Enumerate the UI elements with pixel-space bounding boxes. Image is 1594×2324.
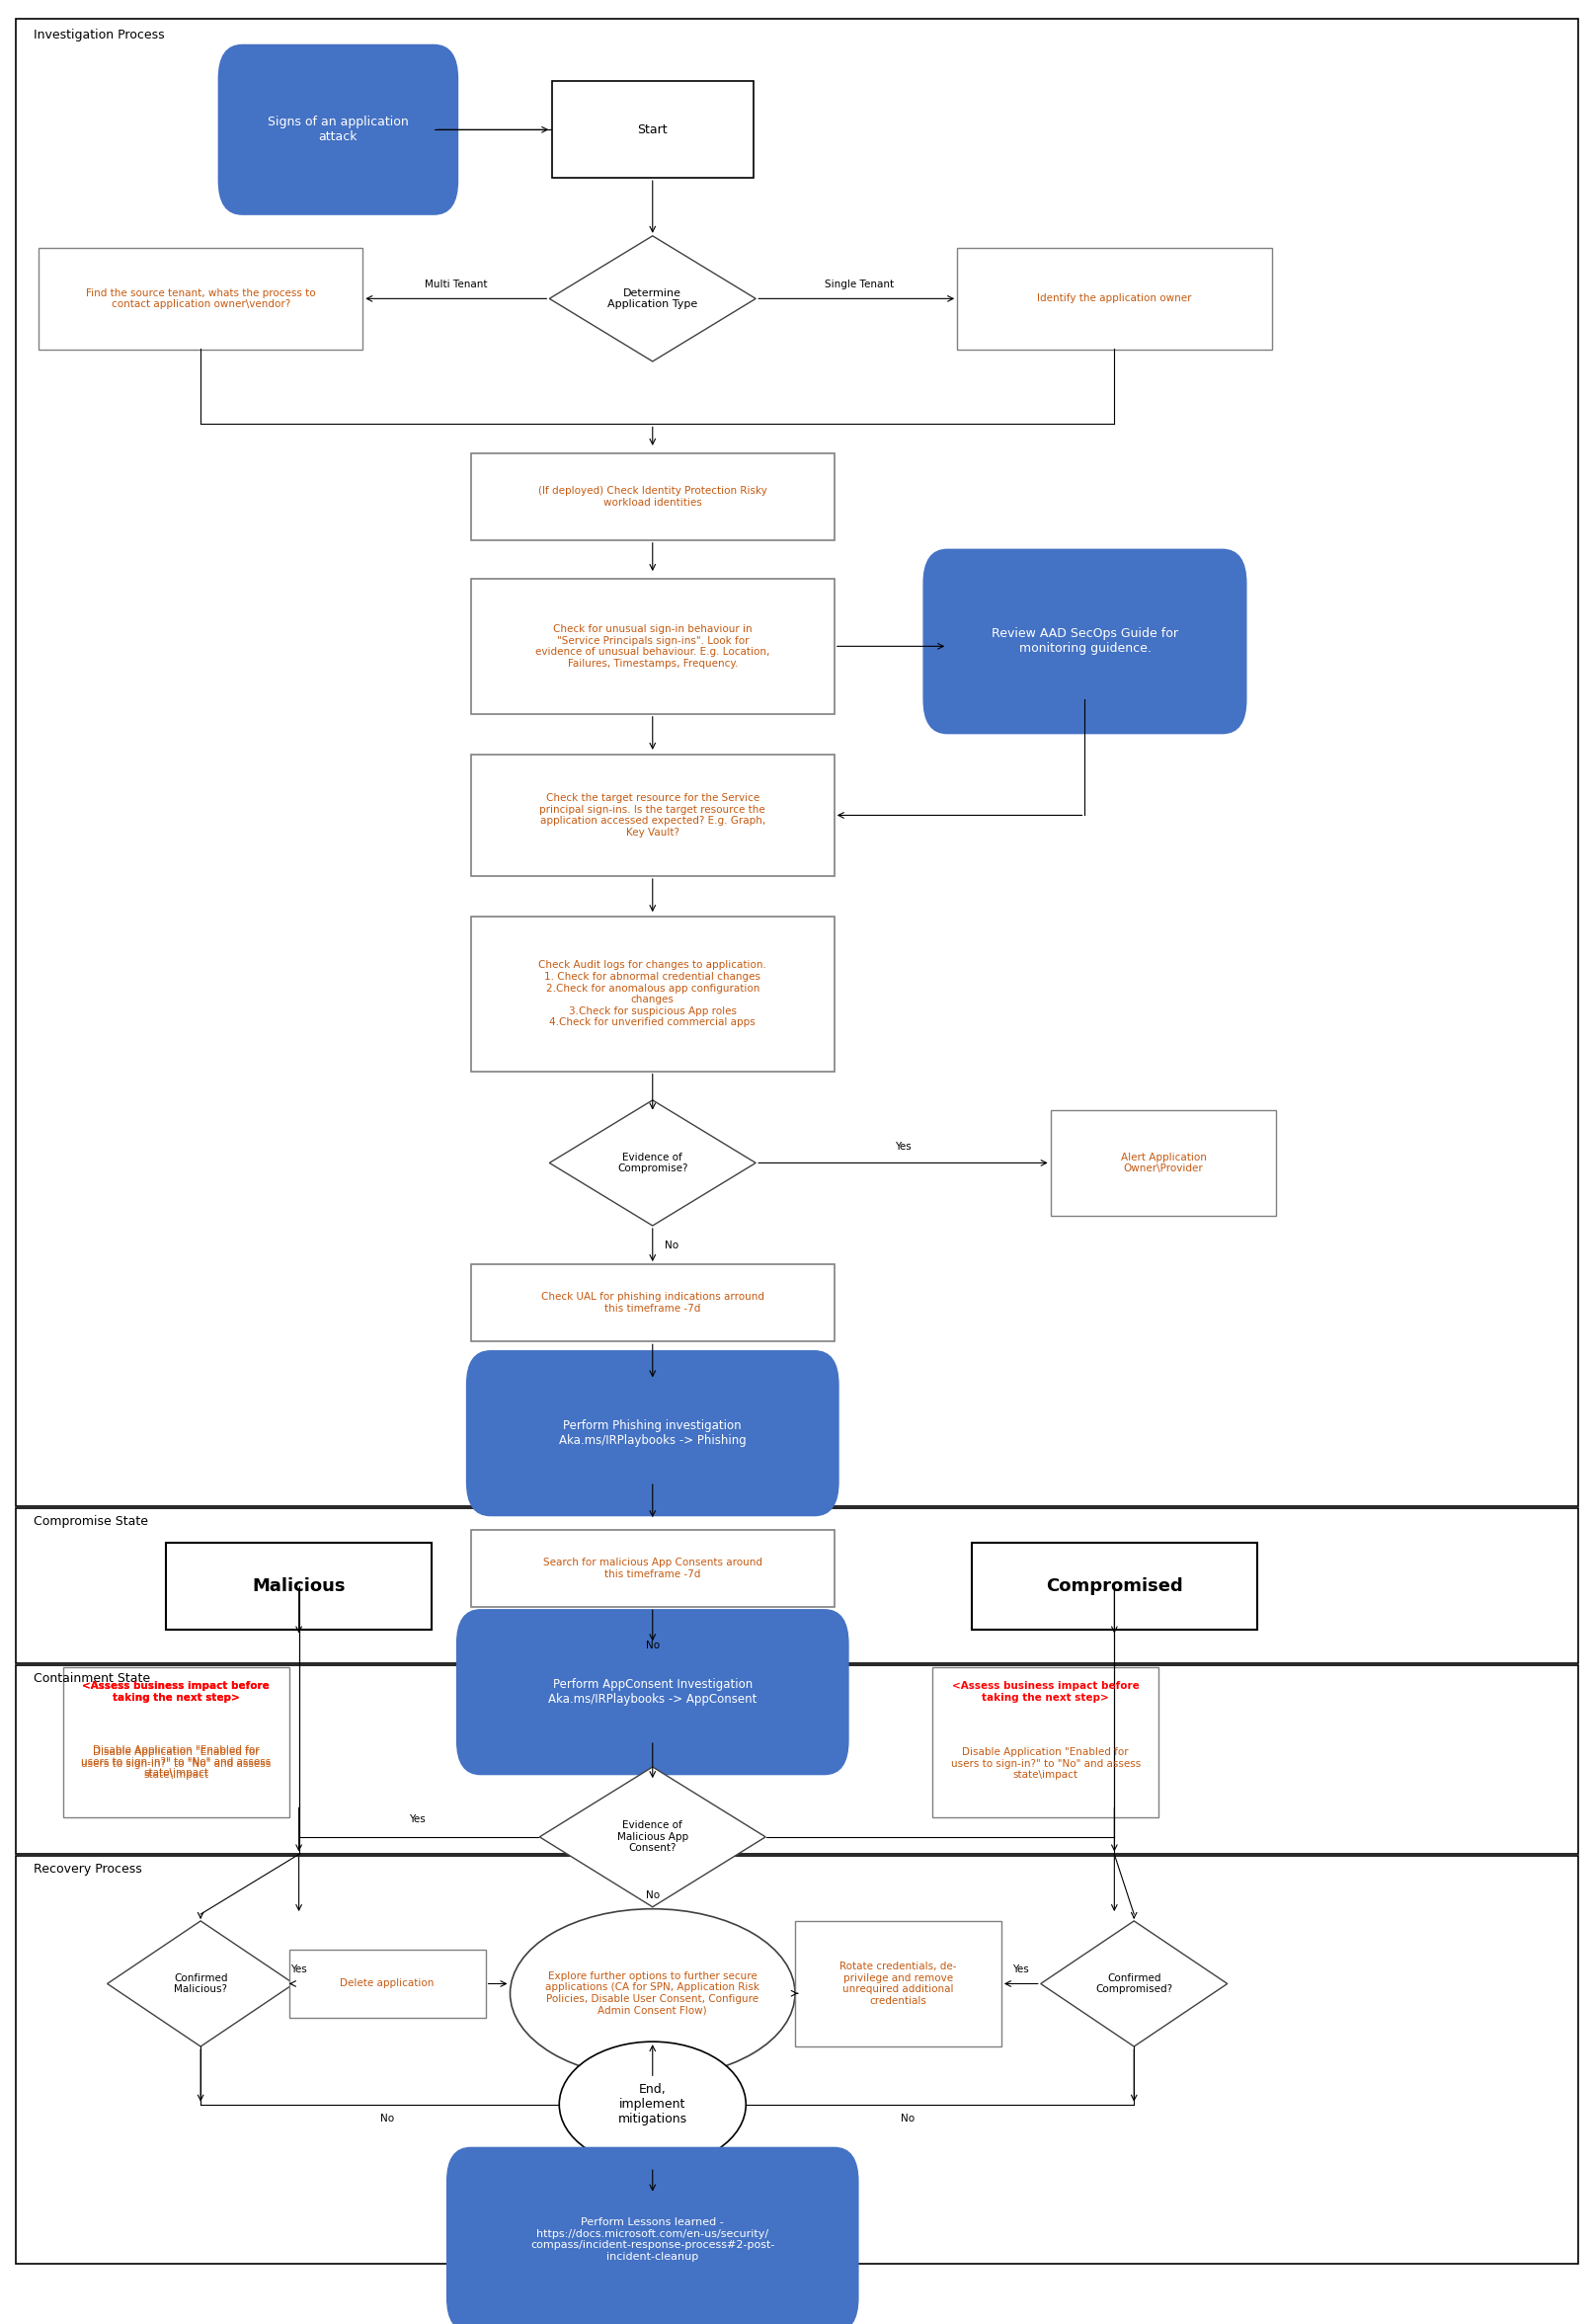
Text: Recovery Process: Recovery Process	[33, 1864, 142, 1875]
Text: Perform Phishing investigation
Aka.ms/IRPlaybooks -> Phishing: Perform Phishing investigation Aka.ms/IR…	[559, 1420, 746, 1448]
FancyBboxPatch shape	[470, 1529, 834, 1608]
FancyBboxPatch shape	[470, 1264, 834, 1341]
FancyBboxPatch shape	[16, 1508, 1578, 1664]
Text: Multi Tenant: Multi Tenant	[424, 279, 488, 288]
FancyBboxPatch shape	[38, 249, 363, 349]
Text: Yes: Yes	[290, 1964, 308, 1973]
Ellipse shape	[510, 1908, 795, 2078]
Text: Search for malicious App Consents around
this timeframe -7d: Search for malicious App Consents around…	[544, 1557, 762, 1578]
Text: Yes: Yes	[408, 1815, 426, 1824]
FancyBboxPatch shape	[457, 1611, 848, 1776]
Text: Delete application: Delete application	[340, 1978, 435, 1989]
Text: Identify the application owner: Identify the application owner	[1038, 293, 1192, 304]
Text: Yes: Yes	[894, 1141, 912, 1150]
Text: Determine
Application Type: Determine Application Type	[607, 288, 698, 309]
Text: Disable Application "Enabled for
users to sign-in?" to "No" and assess
state\imp: Disable Application "Enabled for users t…	[950, 1748, 1141, 1780]
Polygon shape	[1041, 1922, 1227, 2047]
FancyBboxPatch shape	[923, 548, 1247, 734]
FancyBboxPatch shape	[470, 916, 834, 1071]
FancyBboxPatch shape	[218, 44, 457, 214]
Ellipse shape	[559, 2043, 746, 2168]
Text: No: No	[381, 2115, 394, 2124]
Text: Confirmed
Malicious?: Confirmed Malicious?	[174, 1973, 228, 1994]
Text: Compromised: Compromised	[1046, 1578, 1183, 1594]
Text: Explore further options to further secure
applications (CA for SPN, Application : Explore further options to further secur…	[545, 1971, 760, 2015]
Text: Evidence of
Malicious App
Consent?: Evidence of Malicious App Consent?	[617, 1820, 689, 1852]
Text: Confirmed
Compromised?: Confirmed Compromised?	[1095, 1973, 1173, 1994]
Polygon shape	[540, 1766, 765, 1908]
FancyBboxPatch shape	[956, 249, 1272, 349]
FancyBboxPatch shape	[972, 1543, 1256, 1629]
FancyBboxPatch shape	[446, 2147, 858, 2324]
Text: Perform Lessons learned -
https://docs.microsoft.com/en-us/security/
compass/inc: Perform Lessons learned - https://docs.m…	[531, 2217, 775, 2261]
Text: <Assess business impact before
taking the next step>: <Assess business impact before taking th…	[952, 1683, 1140, 1703]
Text: Find the source tenant, whats the process to
contact application owner\vendor?: Find the source tenant, whats the proces…	[86, 288, 316, 309]
Text: Alert Application
Owner\Provider: Alert Application Owner\Provider	[1121, 1153, 1207, 1174]
Text: Containment State: Containment State	[33, 1671, 150, 1685]
Text: Check UAL for phishing indications arround
this timeframe -7d: Check UAL for phishing indications arrou…	[540, 1292, 764, 1313]
Text: Perform AppConsent Investigation
Aka.ms/IRPlaybooks -> AppConsent: Perform AppConsent Investigation Aka.ms/…	[548, 1678, 757, 1706]
Text: Rotate credentials, de-
privilege and remove
unrequired additional
credentials: Rotate credentials, de- privilege and re…	[840, 1961, 956, 2006]
Text: Disable Application "Enabled for
users to sign-in?" to "No" and assess
state\imp: Disable Application "Enabled for users t…	[81, 1745, 271, 1778]
Polygon shape	[107, 1922, 293, 2047]
Text: Review AAD SecOps Guide for
monitoring guidence.: Review AAD SecOps Guide for monitoring g…	[991, 627, 1178, 655]
Text: Start: Start	[638, 123, 668, 137]
Text: No: No	[646, 1641, 660, 1650]
FancyBboxPatch shape	[16, 1664, 1578, 1855]
Text: Check Audit logs for changes to application.
1. Check for abnormal credential ch: Check Audit logs for changes to applicat…	[539, 960, 767, 1027]
Text: No: No	[665, 1241, 679, 1250]
FancyBboxPatch shape	[64, 1666, 289, 1817]
Text: No: No	[901, 2115, 915, 2124]
Text: Check the target resource for the Service
principal sign-ins. Is the target reso: Check the target resource for the Servic…	[540, 792, 765, 837]
FancyBboxPatch shape	[932, 1666, 1159, 1817]
FancyBboxPatch shape	[470, 755, 834, 876]
FancyBboxPatch shape	[470, 579, 834, 713]
FancyBboxPatch shape	[289, 1950, 486, 2017]
Text: Evidence of
Compromise?: Evidence of Compromise?	[617, 1153, 689, 1174]
Text: <Assess business impact before
taking the next step>: <Assess business impact before taking th…	[83, 1683, 269, 1703]
Text: Compromise State: Compromise State	[33, 1515, 148, 1529]
Text: (If deployed) Check Identity Protection Risky
workload identities: (If deployed) Check Identity Protection …	[539, 486, 767, 507]
FancyBboxPatch shape	[795, 1922, 1001, 2047]
Text: No: No	[646, 1889, 660, 1899]
Text: Investigation Process: Investigation Process	[33, 28, 164, 42]
FancyBboxPatch shape	[166, 1543, 432, 1629]
Text: Signs of an application
attack: Signs of an application attack	[268, 116, 408, 144]
FancyBboxPatch shape	[1050, 1111, 1277, 1215]
FancyBboxPatch shape	[16, 1857, 1578, 2264]
Polygon shape	[550, 1099, 756, 1225]
Text: Malicious: Malicious	[252, 1578, 346, 1594]
Text: <Assess business impact before
taking the next step>: <Assess business impact before taking th…	[83, 1683, 269, 1703]
FancyBboxPatch shape	[16, 19, 1578, 1506]
Polygon shape	[550, 235, 756, 363]
Text: Yes: Yes	[1012, 1964, 1030, 1973]
FancyBboxPatch shape	[552, 81, 754, 179]
FancyBboxPatch shape	[470, 453, 834, 539]
Text: End,
implement
mitigations: End, implement mitigations	[618, 2082, 687, 2126]
Text: Disable Application "Enabled for
users to sign-in?" to "No" and assess
state\imp: Disable Application "Enabled for users t…	[81, 1748, 271, 1780]
Text: Single Tenant: Single Tenant	[824, 279, 894, 288]
FancyBboxPatch shape	[467, 1350, 838, 1515]
Text: Check for unusual sign-in behaviour in
"Service Principals sign-ins". Look for
e: Check for unusual sign-in behaviour in "…	[536, 625, 770, 669]
